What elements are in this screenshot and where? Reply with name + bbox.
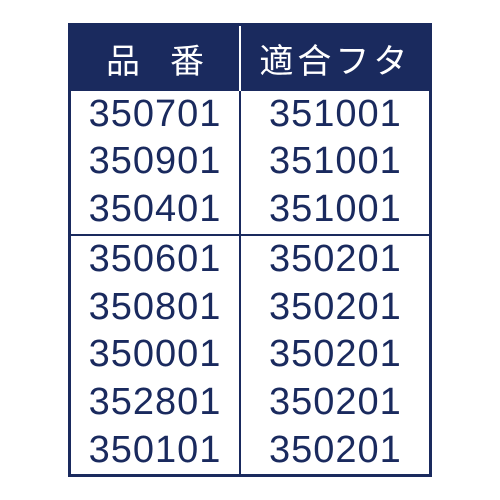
table-row: 350701 351001: [71, 91, 430, 139]
compat-table: 品番 適合フタ 350701 351001 350901 351001 3504…: [71, 26, 430, 475]
cell-lid: 350201: [240, 379, 429, 427]
cell-lid: 350201: [240, 331, 429, 379]
cell-product: 350101: [71, 427, 241, 475]
table-row: 350101 350201: [71, 427, 430, 475]
cell-product: 350701: [71, 91, 241, 139]
table-row: 350901 351001: [71, 138, 430, 186]
table-row: 350401 351001: [71, 186, 430, 235]
cell-product: 350401: [71, 186, 241, 235]
compat-table-container: 品番 適合フタ 350701 351001 350901 351001 3504…: [68, 23, 433, 478]
table-header-row: 品番 適合フタ: [71, 26, 430, 91]
table-row: 350601 350201: [71, 235, 430, 284]
cell-product: 350601: [71, 235, 241, 284]
cell-lid: 351001: [240, 138, 429, 186]
cell-lid: 350201: [240, 427, 429, 475]
table-body: 350701 351001 350901 351001 350401 35100…: [71, 91, 430, 475]
cell-product: 350001: [71, 331, 241, 379]
table-row: 350801 350201: [71, 284, 430, 332]
col-header-lid: 適合フタ: [240, 26, 429, 91]
cell-lid: 351001: [240, 186, 429, 235]
cell-lid: 350201: [240, 284, 429, 332]
cell-product: 350801: [71, 284, 241, 332]
table-row: 352801 350201: [71, 379, 430, 427]
cell-product: 352801: [71, 379, 241, 427]
col-header-product: 品番: [71, 26, 241, 91]
table-row: 350001 350201: [71, 331, 430, 379]
cell-product: 350901: [71, 138, 241, 186]
cell-lid: 351001: [240, 91, 429, 139]
cell-lid: 350201: [240, 235, 429, 284]
